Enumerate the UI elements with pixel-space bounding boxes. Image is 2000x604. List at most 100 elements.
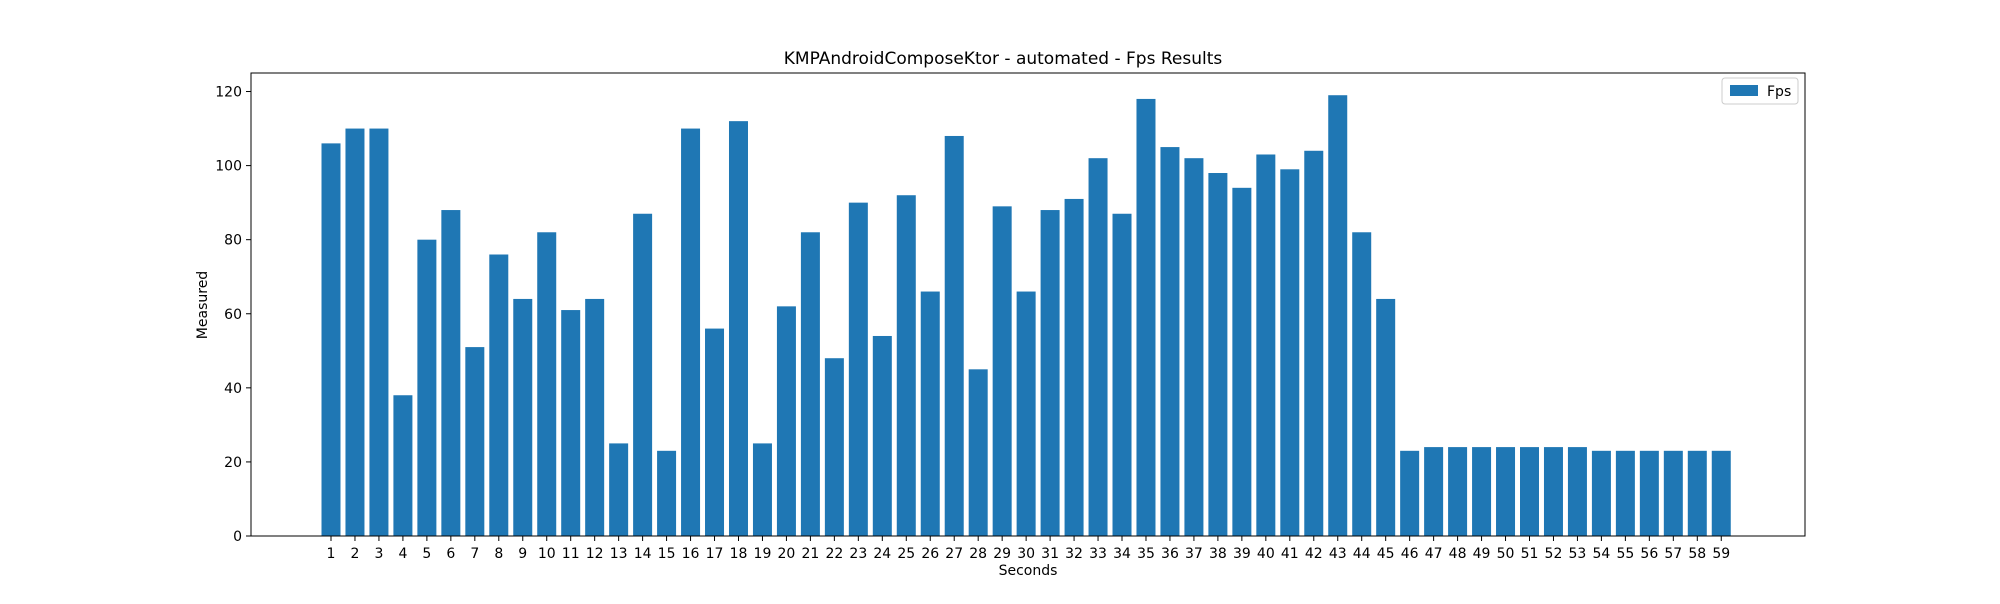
bar-39 <box>1232 187 1252 536</box>
bar-13 <box>609 443 629 536</box>
y-tick-label: 60 <box>224 307 242 323</box>
bar-54 <box>1591 450 1611 536</box>
bar-20 <box>776 306 796 536</box>
chart-title: KMPAndroidComposeKtor - automated - Fps … <box>784 49 1223 69</box>
bar-17 <box>705 328 725 536</box>
x-axis-title: Seconds <box>999 563 1058 579</box>
bar-32 <box>1064 198 1084 536</box>
x-tick-label: 50 <box>1497 546 1515 562</box>
x-tick-label: 30 <box>1017 546 1035 562</box>
bar-51 <box>1520 447 1539 536</box>
bar-30 <box>1016 291 1036 536</box>
x-tick-label: 25 <box>897 546 915 562</box>
bar-29 <box>992 206 1012 536</box>
x-tick-label: 48 <box>1449 546 1467 562</box>
bar-37 <box>1184 158 1204 536</box>
x-tick-label: 55 <box>1616 546 1634 562</box>
legend: Fps <box>1721 77 1799 105</box>
bar-56 <box>1639 450 1659 536</box>
x-tick-label: 15 <box>658 546 676 562</box>
bar-11 <box>561 310 581 536</box>
x-tick-label: 18 <box>730 546 748 562</box>
bar-18 <box>728 121 748 537</box>
bar-42 <box>1304 150 1324 536</box>
bar-8 <box>489 254 509 536</box>
bar-59 <box>1711 450 1731 536</box>
bar-49 <box>1472 447 1492 536</box>
x-tick-label: 21 <box>801 546 819 562</box>
x-tick-label: 33 <box>1089 546 1107 562</box>
x-tick-label: 51 <box>1521 546 1539 562</box>
y-tick-label: 120 <box>215 85 242 101</box>
bar-36 <box>1160 147 1180 536</box>
x-tick-label: 57 <box>1664 546 1682 562</box>
x-tick-label: 12 <box>586 546 604 562</box>
bar-44 <box>1352 232 1372 536</box>
x-tick-label: 6 <box>446 546 455 562</box>
y-tick-label: 80 <box>224 233 242 249</box>
bar-24 <box>872 335 892 536</box>
x-tick-label: 5 <box>422 546 431 562</box>
x-tick-label: 40 <box>1257 546 1275 562</box>
bar-33 <box>1088 158 1108 536</box>
x-tick-label: 17 <box>706 546 724 562</box>
x-tick-label: 43 <box>1329 546 1347 562</box>
x-tick-label: 2 <box>351 546 360 562</box>
bar-9 <box>513 298 533 536</box>
bar-14 <box>633 213 653 536</box>
bar-12 <box>585 298 605 536</box>
y-axis: 0 20 40 60 80 100 120 <box>215 85 251 545</box>
bar-21 <box>800 232 820 536</box>
bar-31 <box>1040 210 1060 537</box>
bar-40 <box>1256 154 1276 537</box>
bar-6 <box>441 210 461 537</box>
x-tick-label: 27 <box>945 546 963 562</box>
x-tick-label: 10 <box>538 546 556 562</box>
bar-26 <box>920 291 940 536</box>
bar-25 <box>896 195 916 537</box>
x-tick-label: 47 <box>1425 546 1443 562</box>
plot-frame <box>250 72 1806 537</box>
y-tick-label: 40 <box>224 381 242 397</box>
bar-55 <box>1615 450 1635 536</box>
bar-38 <box>1208 173 1228 536</box>
x-tick-label: 39 <box>1233 546 1251 562</box>
bar-50 <box>1496 447 1516 536</box>
bar-43 <box>1328 95 1348 536</box>
bar-3 <box>369 128 389 536</box>
x-tick-label: 32 <box>1065 546 1083 562</box>
x-tick-label: 59 <box>1712 546 1730 562</box>
x-tick-label: 13 <box>610 546 628 562</box>
bar-46 <box>1400 450 1420 536</box>
bar-5 <box>417 239 437 536</box>
bar-48 <box>1448 447 1468 536</box>
x-tick-label: 35 <box>1137 546 1155 562</box>
x-tick-label: 41 <box>1281 546 1299 562</box>
bar-34 <box>1112 213 1132 536</box>
legend-frame <box>1721 77 1799 105</box>
bar-16 <box>681 128 701 536</box>
x-tick-label: 26 <box>921 546 939 562</box>
x-tick-label: 45 <box>1377 546 1395 562</box>
y-axis-title: Measured <box>195 271 211 339</box>
bar-47 <box>1424 447 1444 536</box>
bar-28 <box>968 369 988 536</box>
x-tick-label: 8 <box>494 546 503 562</box>
x-tick-label: 53 <box>1569 546 1587 562</box>
bar-41 <box>1280 169 1300 537</box>
bar-35 <box>1136 98 1156 537</box>
bar-57 <box>1663 450 1683 536</box>
bar-53 <box>1567 447 1587 536</box>
x-tick-label: 52 <box>1545 546 1563 562</box>
x-tick-label: 29 <box>993 546 1011 562</box>
x-tick-label: 20 <box>778 546 796 562</box>
bar-10 <box>537 232 557 536</box>
x-tick-label: 44 <box>1353 546 1371 562</box>
bar-45 <box>1376 298 1396 536</box>
x-tick-label: 24 <box>873 546 891 562</box>
bar-1 <box>321 143 341 536</box>
x-tick-label: 19 <box>754 546 772 562</box>
bar-15 <box>657 450 677 536</box>
